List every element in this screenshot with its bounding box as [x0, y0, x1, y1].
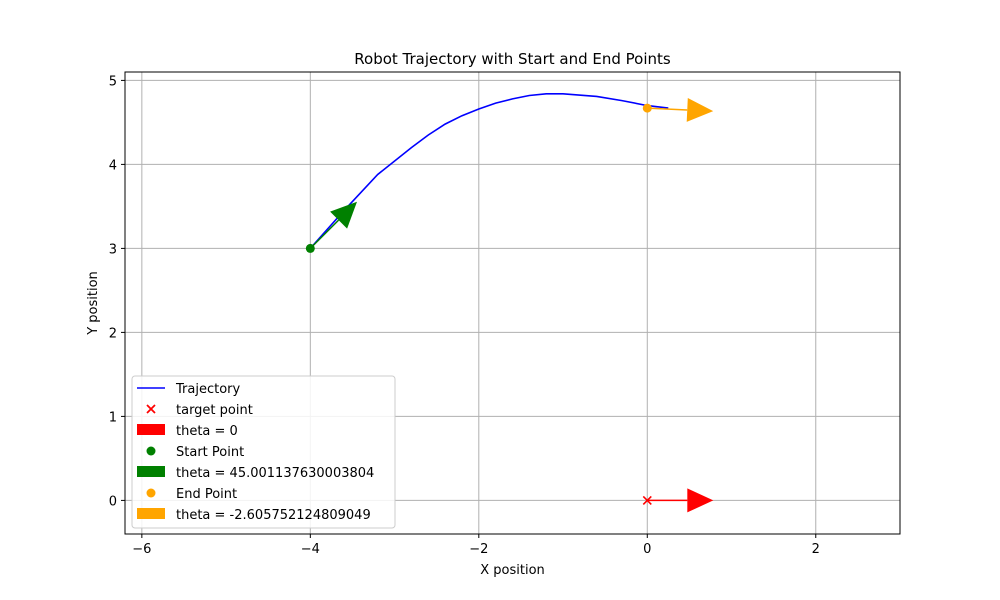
chart-title: Robot Trajectory with Start and End Poin… — [354, 50, 671, 68]
end-point-marker — [642, 103, 652, 113]
end-theta-arrow-head — [686, 98, 714, 122]
plot-frame — [124, 71, 901, 535]
start-theta-arrow-head — [330, 201, 357, 229]
legend-target-point: target point — [176, 403, 253, 418]
y-tick-label: 2 — [109, 326, 117, 341]
y-tick-label: 0 — [109, 494, 117, 509]
legend-target-theta: theta = 0 — [176, 424, 238, 439]
legend: Trajectory target point theta = 0 Start … — [131, 375, 396, 529]
legend-target-theta-patch — [137, 424, 165, 435]
start-theta-arrow-shaft — [309, 219, 340, 249]
legend-target-marker — [146, 404, 156, 414]
end-theta-arrow-shaft — [647, 107, 688, 111]
legend-end-point: End Point — [176, 487, 237, 502]
legend-box — [131, 375, 396, 529]
target-theta-arrow — [647, 488, 714, 513]
target-theta-arrow-head — [687, 488, 714, 513]
plot-area — [305, 93, 714, 513]
target-point-marker — [642, 495, 652, 505]
legend-start-marker — [146, 446, 156, 456]
x-tick-label: −4 — [301, 542, 320, 557]
x-axis-label: X position — [480, 563, 545, 578]
trajectory-line — [309, 93, 669, 249]
legend-end-theta: theta = -2.605752124809049 — [176, 508, 371, 523]
legend-start-point: Start Point — [176, 445, 244, 460]
y-tick-label: 1 — [109, 410, 117, 425]
axis-ticks: −6 −4 −2 0 2 0 1 2 3 4 5 — [109, 74, 820, 557]
legend-trajectory: Trajectory — [175, 382, 240, 397]
x-tick-label: 2 — [812, 542, 820, 557]
legend-start-theta-patch — [137, 466, 165, 477]
x-tick-label: −6 — [132, 542, 151, 557]
y-axis-label: Y position — [86, 271, 101, 336]
start-theta-arrow — [309, 201, 357, 249]
x-tick-label: 0 — [643, 542, 651, 557]
legend-start-theta: theta = 45.001137630003804 — [176, 466, 374, 481]
legend-end-theta-patch — [137, 508, 165, 519]
start-point-marker — [305, 243, 315, 253]
end-theta-arrow — [647, 98, 714, 122]
y-tick-label: 3 — [109, 242, 117, 257]
x-tick-label: −2 — [469, 542, 488, 557]
y-tick-label: 4 — [109, 158, 117, 173]
legend-end-marker — [146, 488, 156, 498]
y-tick-label: 5 — [109, 74, 117, 89]
